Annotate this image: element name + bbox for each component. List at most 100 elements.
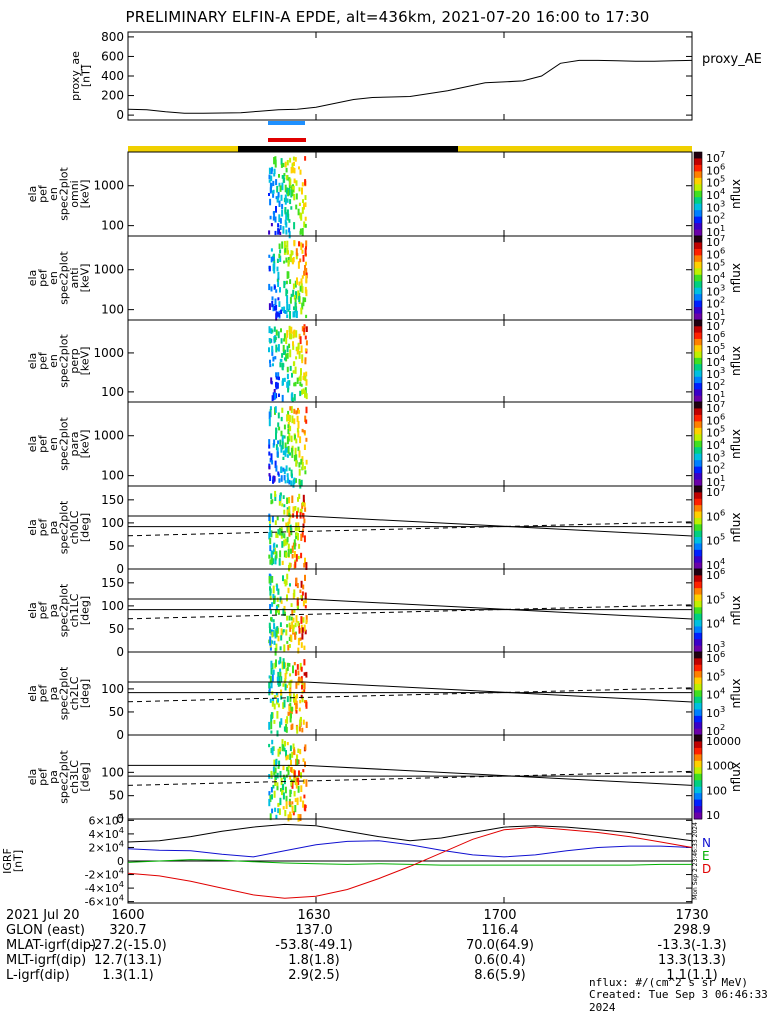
y-tick-label: -4×104: [85, 879, 124, 895]
spectrogram-pixel: [282, 774, 285, 780]
spectrogram-pixel: [273, 168, 276, 175]
spectrogram-pixel: [299, 374, 302, 382]
colorbar-tick-label: 105: [706, 424, 725, 440]
colorbar-segment: [694, 216, 702, 224]
spectrogram-pixel: [271, 460, 274, 465]
spectrogram-pixel: [294, 366, 297, 374]
colorbar-tick-label: 100: [706, 784, 727, 797]
spectrogram-pixel: [297, 290, 300, 296]
y-tick-label: 4×104: [89, 825, 124, 841]
y-tick-label: 50: [109, 705, 124, 719]
spectrogram-pixel: [296, 253, 299, 257]
spectrogram-pixel: [298, 166, 300, 170]
spectrogram-pixel: [268, 743, 271, 748]
spectrogram-pixel: [279, 495, 281, 501]
spectrogram-pixel: [275, 609, 277, 615]
spectrogram-pixel: [296, 726, 299, 734]
spectrogram-pixel: [300, 595, 303, 599]
spectrogram-pixel: [286, 473, 289, 478]
spectrogram-pixel: [298, 450, 301, 458]
spectrogram-pixel: [290, 759, 292, 765]
spectrogram-pixel: [302, 388, 305, 394]
spectrogram-pixel: [275, 444, 278, 451]
spectrogram-pixel: [268, 575, 271, 584]
colorbar-label: nflux: [729, 762, 743, 792]
spectrogram-pixel: [300, 368, 302, 376]
spectrogram-pixel: [286, 414, 289, 422]
y-axis-label-line: pef: [36, 601, 49, 620]
plot-frame: [127, 151, 693, 237]
spectrogram-pixel: [270, 730, 273, 734]
spectrogram-pixel: [282, 518, 285, 522]
spectrogram-pixel: [283, 611, 286, 616]
spectrogram-pixel: [304, 348, 307, 352]
spectrogram-pixel: [303, 624, 306, 632]
spectrogram-pixel: [290, 250, 293, 257]
spectrogram-pixel: [292, 344, 295, 350]
spectrogram-pixel: [270, 660, 273, 668]
legend-label: N: [702, 836, 711, 850]
spectrogram-pixel: [283, 468, 286, 475]
spectrogram-pixel: [270, 682, 273, 689]
spectrogram-pixel: [291, 751, 294, 758]
y-tick-label: 50: [109, 789, 124, 803]
spectrogram-pixel: [287, 308, 290, 312]
spectrogram-pixel: [294, 447, 297, 456]
y-tick-label: 0: [116, 812, 124, 826]
ephemeris-value: 1.1(1.1): [666, 968, 718, 983]
spectrogram-pixel: [279, 439, 282, 447]
colorbar-segment: [694, 274, 702, 282]
legend-label: D: [702, 862, 711, 876]
colorbar-label-text: nflux: [729, 179, 743, 209]
spectrogram-pixel: [275, 381, 278, 390]
spectrogram-pixel: [301, 326, 304, 332]
spectrogram-pixel: [292, 506, 295, 513]
colorbar-segment: [694, 747, 702, 755]
spectrogram-pixel: [294, 157, 297, 162]
anti-loss-cone-line: [127, 521, 693, 537]
spectrogram-pixel: [268, 513, 271, 521]
colorbar-tick-label: 107: [706, 483, 725, 499]
spectrogram-pixel: [271, 395, 274, 402]
spectrogram-pixel: [270, 617, 272, 621]
y-axis-label-line: ela: [26, 353, 39, 370]
plot-frame: [127, 401, 693, 487]
y-tick-label: 100: [101, 385, 124, 399]
spectrogram-pixel: [270, 223, 273, 227]
ephemeris-row-label: 2021 Jul 20: [6, 908, 80, 923]
y-tick-label: 150: [101, 493, 124, 507]
spectrogram-pixel: [287, 766, 290, 770]
spectrogram-pixel: [281, 353, 284, 358]
y-axis-label-line: en: [47, 354, 60, 368]
plot-frame: [127, 485, 693, 570]
spectrogram-pixel: [268, 174, 271, 180]
spectrogram-pixel: [277, 195, 280, 200]
spectrogram-pixel: [290, 326, 293, 334]
colorbar-segment: [694, 300, 702, 308]
spectrogram-pixel: [293, 310, 296, 318]
spectrogram-pixel: [280, 328, 282, 333]
spectrogram-pixel: [279, 249, 282, 254]
spectrogram-pixel: [286, 594, 288, 602]
spectrogram-pixel: [303, 562, 306, 568]
colorbar-segment: [694, 351, 702, 359]
spectrogram-pixel: [291, 781, 294, 789]
spectrogram-pixel: [283, 338, 286, 342]
spectrogram-pixel: [303, 327, 306, 333]
colorbar-segment: [694, 530, 702, 538]
colorbar-segment: [694, 703, 702, 710]
spectrogram-pixel: [304, 359, 307, 365]
colorbar-frame: [693, 734, 703, 820]
spectrogram-pixel: [293, 477, 296, 485]
colorbar-tick-label: 107: [706, 399, 725, 415]
spectrogram-pixel: [281, 560, 284, 565]
y-tick-label: 50: [109, 622, 124, 636]
y-tick-label: 0: [116, 728, 124, 742]
spectrogram-pixel: [283, 539, 286, 547]
spectrogram-pixel: [274, 807, 277, 812]
spectrogram-pixel: [290, 767, 293, 772]
colorbar-segment: [694, 671, 702, 679]
spectrogram-pixel: [294, 805, 297, 813]
colorbar-segment: [694, 511, 702, 519]
